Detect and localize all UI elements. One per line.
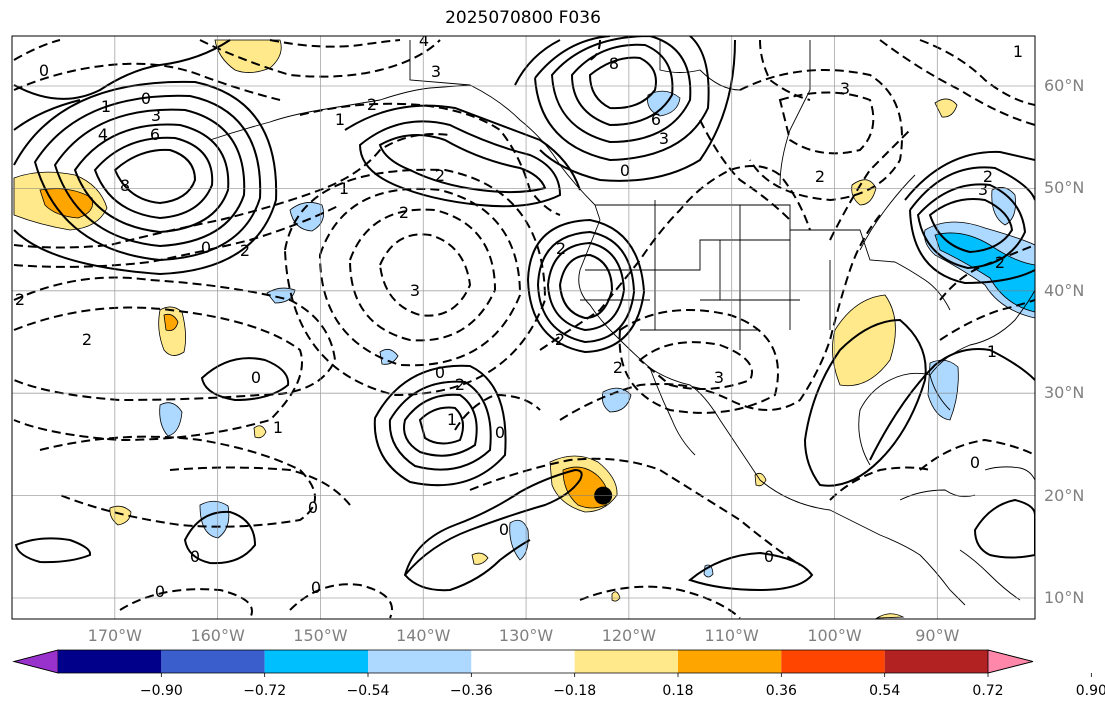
contour-label: 4 <box>419 31 429 50</box>
contour-label: 3 <box>840 79 850 98</box>
colorbar-tick-label: −0.72 <box>243 683 287 699</box>
longitude-label: 120°W <box>601 626 657 645</box>
contour-label: 0 <box>435 363 445 382</box>
contour-label: 2 <box>983 167 993 186</box>
map-frame <box>11 35 1036 620</box>
colorbar-segment <box>884 650 988 673</box>
contour-label: 2 <box>435 166 445 185</box>
longitude-label: 90°W <box>915 626 960 645</box>
latitude-label: 30°N <box>1044 383 1085 403</box>
colorbar-segment <box>161 650 265 673</box>
contour-label: 0 <box>155 582 165 601</box>
contour-label: 3 <box>151 106 161 125</box>
contour-label: 3 <box>978 180 988 199</box>
colorbar-tick-label: 0.72 <box>972 683 1004 699</box>
contour-label: 2 <box>367 95 377 114</box>
latitude-label: 10°N <box>1044 588 1085 607</box>
colorbar-tick-label: 0.54 <box>869 683 901 699</box>
colorbar-tick-label: −0.90 <box>139 683 183 699</box>
contour-label: 1 <box>1013 42 1023 61</box>
contour-label: 0 <box>201 238 211 257</box>
contour-label: 0 <box>190 547 200 566</box>
latitude-label: 40°N <box>1044 280 1085 300</box>
colorbar-segment <box>781 650 885 673</box>
colorbar-segment <box>574 650 678 673</box>
contour-label: 0 <box>311 578 321 597</box>
contour-label: 0 <box>251 368 261 387</box>
colorbar-tick-label: −0.54 <box>346 683 390 699</box>
longitude-label: 140°W <box>396 626 451 645</box>
contour-label: 3 <box>714 368 724 387</box>
contour-labels: 4 3 8 6 3 0 1 4 6 8 2 1 2 2 0 1 2 0 2 3 … <box>15 31 1023 601</box>
anomaly-fills <box>13 39 1035 619</box>
contour-label: 6 <box>651 110 661 129</box>
latitude-label: 50°N <box>1044 178 1085 198</box>
contour-label: 0 <box>308 498 318 517</box>
colorbar-tick-label: 0.36 <box>765 683 797 699</box>
contour-label: 1 <box>447 410 457 429</box>
contour-label: 3 <box>659 129 669 148</box>
contour-label: 2 <box>555 330 565 349</box>
longitude-label: 170°W <box>87 626 142 645</box>
gridlines <box>12 36 1035 619</box>
colorbar-tick-label: 0.18 <box>662 683 694 699</box>
contour-label: 2 <box>399 203 409 222</box>
colorbar-tick-label: −0.18 <box>553 683 597 699</box>
latitude-label: 20°N <box>1044 485 1085 505</box>
contour-label: 2 <box>455 375 465 394</box>
colorbar-segment <box>264 650 368 673</box>
map-title: 2025070800 F036 <box>445 8 601 28</box>
colorbar-outline <box>12 649 1034 674</box>
contour-label: 0 <box>495 423 505 442</box>
colorbar-segment <box>678 650 782 673</box>
contour-label: 2 <box>82 330 92 349</box>
contour-label: 6 <box>150 125 160 144</box>
contour-label: 2 <box>240 241 250 260</box>
contour-label: 0 <box>39 61 49 80</box>
longitude-label: 110°W <box>704 626 759 645</box>
contour-label: 0 <box>764 547 774 566</box>
contour-label: 8 <box>609 54 619 73</box>
colorbar-segment <box>368 650 472 673</box>
contour-label: 1 <box>987 342 997 361</box>
contour-label: 1 <box>101 97 111 116</box>
contour-label: 0 <box>141 89 151 108</box>
contour-label: 1 <box>273 418 283 437</box>
contour-label: 2 <box>15 290 25 309</box>
colorbar-segment <box>471 650 575 673</box>
longitude-label: 130°W <box>498 626 554 645</box>
contour-label: 2 <box>995 253 1005 272</box>
contour-label: 0 <box>970 453 980 472</box>
contour-label: 0 <box>499 520 509 539</box>
contour-label: 2 <box>815 167 825 186</box>
coastlines <box>209 40 1035 606</box>
contour-label: 3 <box>431 62 441 81</box>
latitude-label: 60°N <box>1044 76 1085 95</box>
contour-label: 4 <box>98 125 108 144</box>
contour-label: 2 <box>613 358 623 377</box>
positive-contours <box>13 36 1035 592</box>
contour-label: 1 <box>335 110 345 129</box>
contour-label: 0 <box>620 161 630 180</box>
colorbar-under-arrow <box>12 649 59 674</box>
contour-label: 2 <box>556 239 566 258</box>
longitude-label: 150°W <box>293 626 348 645</box>
colorbar-segment <box>58 650 162 673</box>
contour-label: 8 <box>120 176 130 195</box>
colorbar <box>12 649 1092 677</box>
longitude-label: 100°W <box>807 626 862 645</box>
colorbar-tick-label: 0.90 <box>1075 683 1105 699</box>
colorbar-over-arrow <box>987 649 1034 674</box>
longitude-label: 160°W <box>190 626 245 645</box>
colorbar-tick-label: −0.36 <box>449 683 493 699</box>
